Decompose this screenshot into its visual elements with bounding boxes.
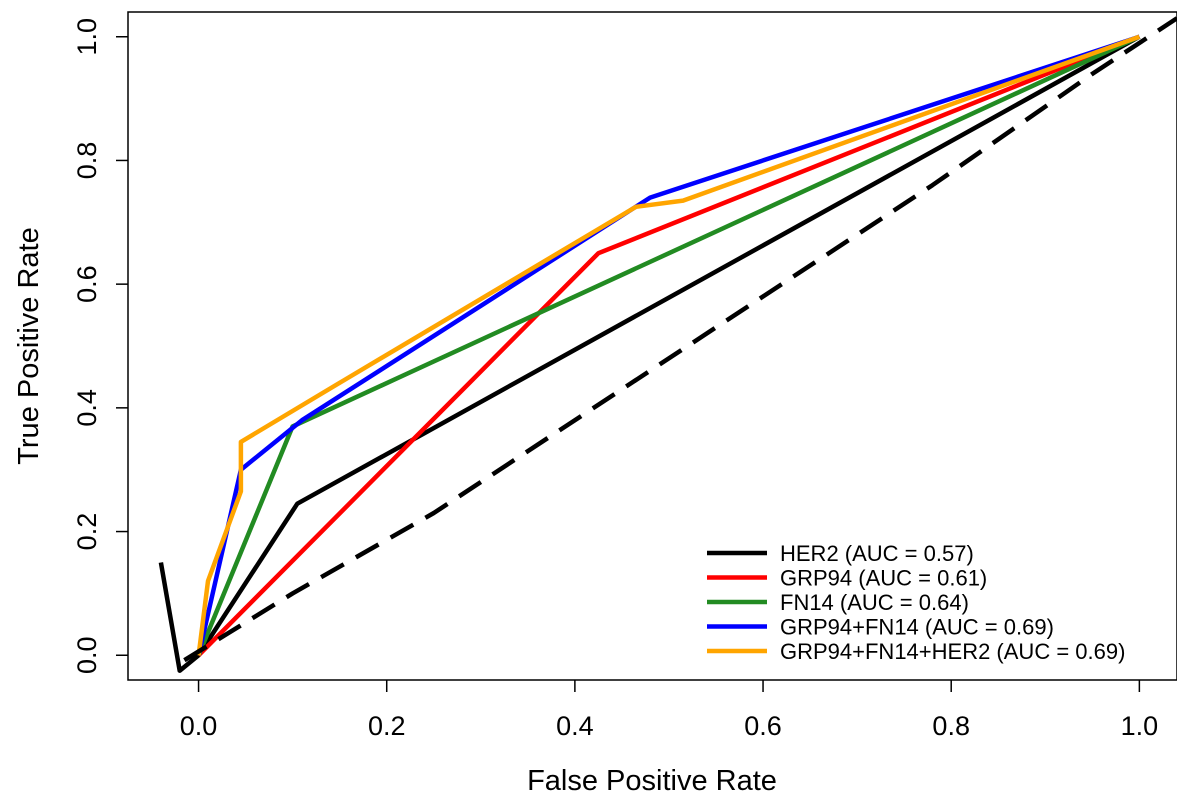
roc-curve-4: [196, 34, 1141, 656]
x-tick-label: 0.4: [556, 711, 594, 741]
reference-diagonal-line: [183, 16, 1177, 663]
x-tick-label: 0.6: [744, 711, 782, 741]
x-tick-label: 0.8: [932, 711, 970, 741]
x-tick-label: 0.0: [180, 711, 218, 741]
y-tick-label: 0.6: [72, 265, 102, 303]
roc-curve-3: [196, 34, 1141, 656]
axis-ticks: 0.0 0.2 0.4 0.6 0.8 1.0 0.0 0.2 0.4 0.6 0.8 1.0: [72, 18, 1158, 741]
roc-curve-0: [158, 34, 1141, 673]
legend-label: GRP94+FN14 (AUC = 0.69): [780, 615, 1054, 640]
roc-curve-2: [196, 34, 1141, 657]
legend: HER2 (AUC = 0.57)GRP94 (AUC = 0.61)FN14 …: [707, 541, 1125, 664]
plot-frame: [127, 11, 1177, 681]
y-tick-label: 0.0: [72, 636, 102, 674]
legend-label: FN14 (AUC = 0.64): [780, 590, 969, 615]
y-tick-label: 0.8: [72, 142, 102, 180]
x-tick-label: 1.0: [1121, 711, 1159, 741]
y-tick-label: 0.2: [72, 513, 102, 551]
legend-label: GRP94+FN14+HER2 (AUC = 0.69): [780, 639, 1125, 664]
roc-curves: [158, 16, 1177, 673]
y-tick-label: 0.4: [72, 389, 102, 427]
legend-label: GRP94 (AUC = 0.61): [780, 566, 987, 591]
x-axis-label: False Positive Rate: [527, 765, 777, 797]
y-tick-label: 1.0: [72, 18, 102, 56]
roc-curve-1: [197, 34, 1141, 657]
y-axis-label: True Positive Rate: [13, 227, 45, 464]
legend-label: HER2 (AUC = 0.57): [780, 541, 974, 566]
x-tick-label: 0.2: [368, 711, 406, 741]
